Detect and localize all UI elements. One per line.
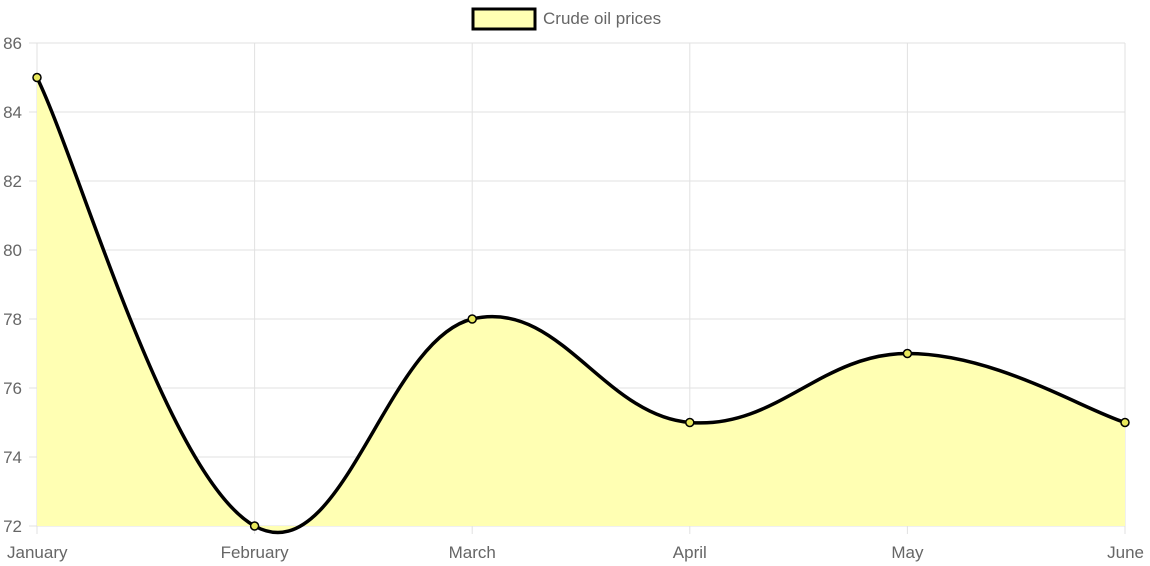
x-axis-ticks: January February March April May June — [7, 543, 1144, 562]
data-point[interactable] — [1120, 417, 1130, 428]
x-tick-label: February — [221, 543, 290, 562]
data-point[interactable] — [685, 417, 695, 428]
y-tick-label: 84 — [3, 103, 22, 122]
legend-label[interactable]: Crude oil prices — [543, 9, 661, 28]
data-point[interactable] — [249, 521, 260, 531]
data-point[interactable] — [32, 72, 42, 83]
legend[interactable]: Crude oil prices — [471, 7, 661, 31]
legend-swatch[interactable] — [471, 7, 537, 31]
x-tick-label: January — [7, 543, 68, 562]
area-layer — [37, 77, 1125, 533]
y-tick-label: 72 — [3, 517, 22, 536]
series-area — [37, 77, 1125, 533]
x-tick-label: March — [449, 543, 496, 562]
y-tick-label: 74 — [3, 448, 22, 467]
data-point[interactable] — [467, 314, 477, 324]
y-tick-label: 80 — [3, 241, 22, 260]
y-tick-label: 86 — [3, 34, 22, 53]
y-tick-label: 78 — [3, 310, 22, 329]
data-point[interactable] — [902, 348, 913, 359]
x-tick-label: April — [673, 543, 707, 562]
y-axis-ticks: 72 74 76 78 80 82 84 86 — [3, 34, 22, 536]
x-tick-label: May — [891, 543, 924, 562]
x-tick-label: June — [1107, 543, 1144, 562]
point-layer — [32, 72, 1130, 531]
y-tick-label: 82 — [3, 172, 22, 191]
y-tick-label: 76 — [3, 379, 22, 398]
